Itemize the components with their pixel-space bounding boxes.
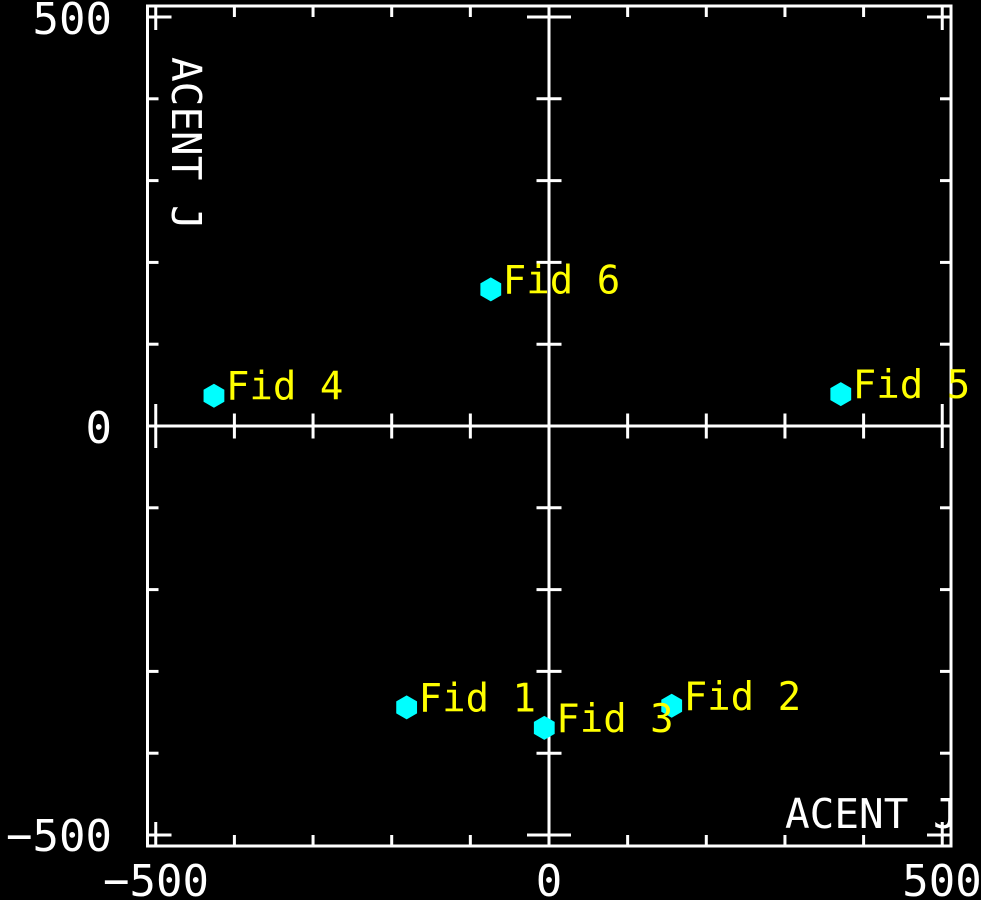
x-tick-label-500: 500 <box>902 856 981 900</box>
data-point-hexagon <box>203 383 225 408</box>
data-point-label: Fid 1 <box>419 676 536 721</box>
x-tick-label-0: 0 <box>536 856 563 900</box>
data-point-label: Fid 6 <box>503 258 620 303</box>
data-point-label: Fid 4 <box>226 365 343 410</box>
data-point-hexagon <box>480 277 502 302</box>
tick-marks <box>147 6 951 846</box>
data-point-hexagon <box>661 693 683 718</box>
x-axis-title: ACENT J <box>785 790 958 838</box>
data-point-label: Fid 3 <box>556 697 673 742</box>
y-tick-label-neg500: −500 <box>6 811 112 862</box>
data-point-hexagon <box>830 382 852 407</box>
data-point-hexagon <box>533 715 555 740</box>
x-tick-label-neg500: −500 <box>103 856 209 900</box>
data-point-hexagon <box>396 695 418 720</box>
y-axis-title: ACENT J <box>162 57 210 230</box>
data-point-label: Fid 2 <box>684 675 801 720</box>
y-tick-label-0: 0 <box>86 403 113 454</box>
y-tick-label-500: 500 <box>33 0 112 45</box>
data-point-label: Fid 5 <box>853 363 970 408</box>
